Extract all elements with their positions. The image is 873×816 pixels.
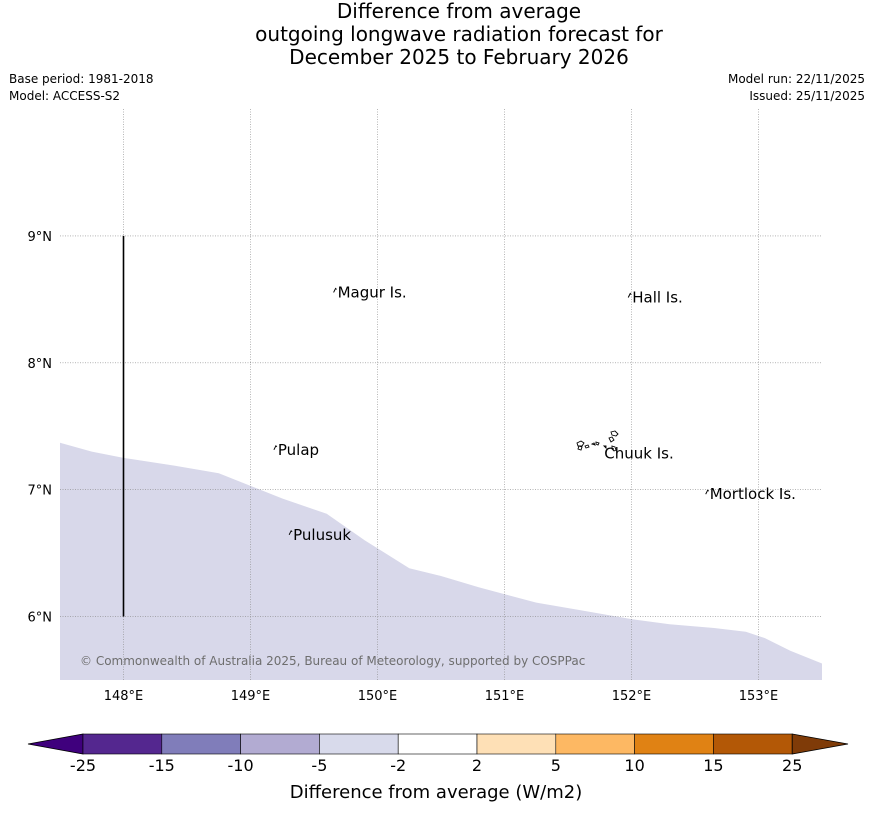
lat-tick-label: 9°N xyxy=(28,230,53,245)
title-line-3: December 2025 to February 2026 xyxy=(289,45,629,69)
colorbar-tick-label: -2 xyxy=(390,756,406,775)
model-run: Model run: 22/11/2025 xyxy=(727,72,865,86)
colorbar-segment xyxy=(555,733,635,755)
lon-tick-label: 153°E xyxy=(739,689,779,704)
island-label: Mortlock Is. xyxy=(710,485,796,503)
lon-tick-label: 148°E xyxy=(104,689,144,704)
map-title: Difference from average outgoing longwav… xyxy=(0,0,873,69)
island-mark xyxy=(288,529,293,536)
meta-right: Model run: 22/11/2025 Issued: 25/11/2025 xyxy=(728,71,865,105)
colorbar-tick-label: -5 xyxy=(311,756,327,775)
lon-tick-label: 150°E xyxy=(358,689,398,704)
anomaly-region-layer xyxy=(60,442,822,680)
islands-layer xyxy=(273,287,710,536)
colorbar-tick-label: -10 xyxy=(228,756,254,775)
model-name: Model: ACCESS-S2 xyxy=(9,89,121,103)
colorbar-tick-label: 2 xyxy=(472,756,482,775)
island-label: Pulusuk xyxy=(293,526,351,544)
colorbar-segment xyxy=(161,733,241,755)
axis-tick-labels: 148°E 149°E 150°E 151°E 152°E 153°E 6°N 7°N 8°N 9… xyxy=(28,230,779,704)
island-label: Pulap xyxy=(278,441,319,459)
island-label: Magur Is. xyxy=(338,283,407,301)
island-mark xyxy=(273,444,278,451)
lon-tick-label: 149°E xyxy=(231,689,271,704)
lat-tick-label: 7°N xyxy=(28,484,53,499)
issued-date: Issued: 25/11/2025 xyxy=(749,89,865,103)
lat-tick-label: 8°N xyxy=(28,357,53,372)
island-label: Chuuk Is. xyxy=(604,445,673,463)
anomaly-region xyxy=(60,442,822,680)
colorbar-segment xyxy=(240,733,320,755)
colorbar: -25 -15 -10 -5 -2 2 5 10 15 25 xyxy=(27,733,849,775)
colorbar-extend-high xyxy=(791,733,849,755)
colorbar-segment xyxy=(319,733,399,755)
island-labels: Magur Is. Hall Is. Pulap Chuuk Is. Mortlock … xyxy=(278,283,796,543)
colorbar-tick-label: 5 xyxy=(551,756,561,775)
lat-tick-label: 6°N xyxy=(28,611,53,626)
island-mark xyxy=(333,287,337,293)
title-line-1: Difference from average xyxy=(336,0,582,23)
colorbar-segment xyxy=(82,733,163,755)
colorbar-tick-label: -25 xyxy=(70,756,96,775)
colorbar-segment xyxy=(397,733,478,755)
colorbar-tick-label: 15 xyxy=(703,756,723,775)
lon-tick-label: 151°E xyxy=(485,689,525,704)
copyright-notice: © Commonwealth of Australia 2025, Bureau… xyxy=(80,654,585,668)
island-mark xyxy=(627,292,632,298)
lon-tick-label: 152°E xyxy=(612,689,652,704)
colorbar-segment xyxy=(476,733,557,755)
colorbar-segment xyxy=(713,733,793,755)
island-mark xyxy=(705,489,710,495)
colorbar-label: Difference from average (W/m2) xyxy=(290,782,582,803)
colorbar-extend-low xyxy=(27,733,84,755)
title-line-2: outgoing longwave radiation forecast for xyxy=(255,22,663,46)
colorbar-tick-label: 10 xyxy=(624,756,644,775)
colorbar-segment xyxy=(634,733,714,755)
base-period: Base period: 1981-2018 xyxy=(9,72,154,86)
meta-left: Base period: 1981-2018 Model: ACCESS-S2 xyxy=(9,71,154,105)
chuuk-island-cluster xyxy=(576,430,619,452)
colorbar-tick-label: 25 xyxy=(782,756,802,775)
colorbar-tick-label: -15 xyxy=(149,756,175,775)
island-label: Hall Is. xyxy=(632,289,683,307)
